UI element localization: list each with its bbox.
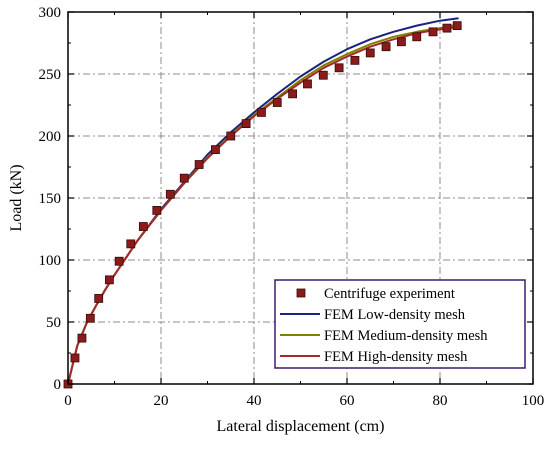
legend-box (274, 279, 526, 369)
scatter-point (442, 23, 452, 33)
scatter-point (211, 145, 220, 155)
scatter-point (94, 294, 104, 303)
x-tick-label: 80 (433, 393, 448, 409)
scatter-point (85, 313, 95, 323)
scatter-point (165, 189, 175, 199)
plot-series (63, 17, 462, 389)
scatter-point (194, 160, 204, 169)
scatter-point (104, 275, 114, 285)
scatter-point (226, 131, 236, 141)
legend-label-3: FEM High-density mesh (324, 349, 468, 365)
y-tick-label: 300 (39, 5, 62, 21)
y-axis-title: Load (kN) (8, 164, 25, 231)
x-tick-label: 60 (340, 393, 355, 409)
legend: Centrifuge experiment FEM Low-density mes… (274, 279, 526, 369)
x-axis-title: Lateral displacement (cm) (217, 418, 385, 435)
scatter-point (70, 353, 80, 363)
scatter-point (288, 89, 297, 99)
scatter-point (334, 63, 344, 73)
scatter-point (77, 333, 87, 343)
scatter-point (257, 108, 266, 117)
y-tick-label: 50 (46, 315, 61, 331)
x-tick-label: 20 (154, 393, 169, 409)
y-tick-label: 0 (54, 377, 62, 393)
scatter-point (152, 205, 162, 215)
scatter-point (318, 70, 328, 80)
scatter-point (452, 21, 462, 31)
y-tick-label: 250 (39, 67, 62, 83)
y-tick-label: 150 (39, 191, 62, 207)
scatter-point (412, 32, 422, 42)
scatter-point (241, 119, 251, 128)
scatter-point (397, 37, 406, 47)
legend-label-2: FEM Medium-density mesh (324, 328, 488, 344)
scatter-point (126, 239, 136, 249)
scatter-point (381, 42, 391, 52)
x-tick-label: 100 (522, 393, 545, 409)
scatter-point (272, 98, 282, 107)
scatter-point (365, 48, 375, 58)
scatter-point (350, 55, 360, 65)
x-tick-label: 0 (64, 393, 72, 409)
scatter-point (428, 27, 438, 37)
scatter-point (303, 79, 312, 89)
y-tick-label: 200 (39, 129, 62, 145)
x-tick-label: 40 (247, 393, 262, 409)
scatter-point (179, 173, 189, 183)
legend-marker-0 (296, 288, 306, 298)
legend-label-1: FEM Low-density mesh (324, 307, 466, 323)
scatter-point (138, 222, 148, 231)
scatter-point (114, 256, 124, 266)
legend-label-0: Centrifuge experiment (324, 286, 455, 302)
axis-ticks: 0 20 40 60 80 100 0 50 100 150 200 250 300 (39, 5, 545, 409)
grid-lines (68, 12, 533, 384)
y-tick-label: 100 (39, 253, 62, 269)
